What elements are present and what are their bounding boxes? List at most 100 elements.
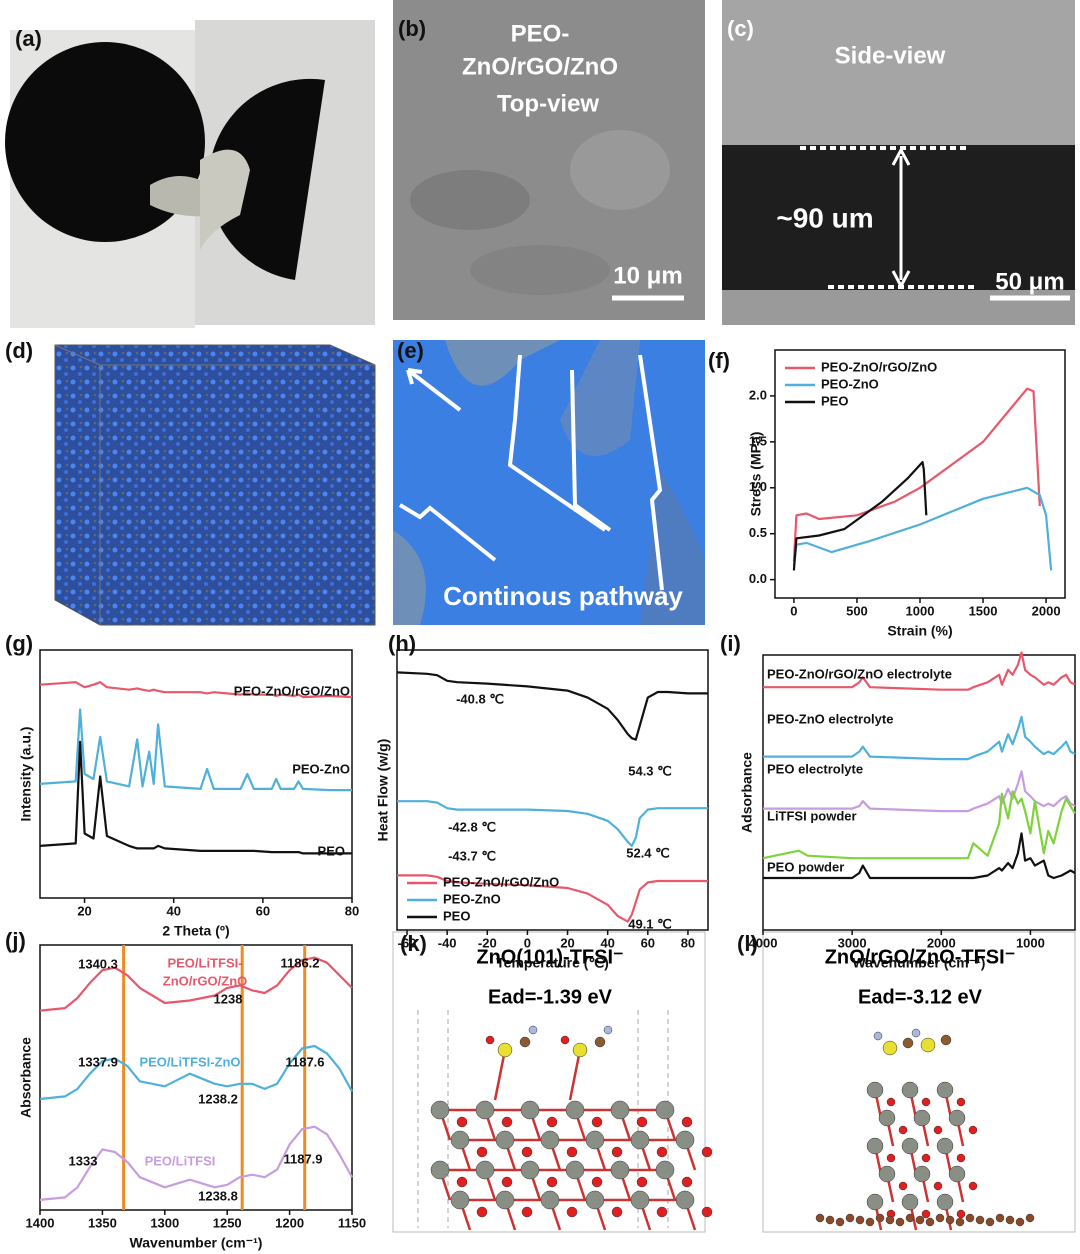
atom [701, 1206, 713, 1218]
tweezers [150, 176, 215, 217]
atom [540, 1130, 560, 1150]
bond [568, 1049, 582, 1101]
atom [901, 1081, 919, 1099]
series-line [792, 486, 1053, 571]
series-line [792, 387, 1041, 562]
structure-energy: Ead=-3.12 eV [858, 986, 983, 1008]
atom [920, 1037, 936, 1053]
atom [873, 1031, 883, 1041]
atom [521, 1206, 533, 1218]
structures: ZnO(101)-TFSI⁻ Ead=-1.39 eV ZnO/rGO/ZnO-… [392, 931, 1076, 1233]
atom [956, 1153, 966, 1163]
atom [935, 1213, 945, 1223]
atom [902, 1037, 914, 1049]
x-tick-label: -40 [438, 935, 457, 950]
atom [636, 1116, 648, 1128]
atom [895, 1217, 905, 1227]
atom [921, 1153, 931, 1163]
atom [528, 1025, 538, 1035]
sem-top: PEO- ZnO/rGO/ZnO Top-view 10 μm [393, 0, 705, 320]
atom [611, 1206, 623, 1218]
atom [975, 1215, 985, 1225]
arrow [398, 503, 497, 562]
annotation: -40.8 ℃ [456, 691, 504, 706]
arrows [398, 354, 664, 591]
panel-label: (a) [15, 26, 42, 51]
atom [878, 1165, 896, 1183]
sem-text: ZnO/rGO/ZnO [462, 53, 618, 80]
x-tick-label: 1500 [969, 603, 998, 618]
atom [560, 1035, 570, 1045]
atom [898, 1181, 908, 1191]
atom [519, 1036, 531, 1048]
annotation: 1238 [214, 991, 243, 1006]
tweezers [200, 149, 250, 250]
legend-label: PEO-ZnO [821, 376, 879, 391]
series-line [39, 740, 352, 855]
x-tick-label: 1250 [213, 1215, 242, 1230]
atom [572, 1042, 588, 1058]
atom [945, 1215, 955, 1225]
atom [430, 1160, 450, 1180]
atom [866, 1081, 884, 1099]
atom [921, 1097, 931, 1107]
texture [410, 170, 530, 230]
atom [882, 1040, 898, 1056]
annotation: -43.7 ℃ [448, 848, 496, 863]
annotation: 52.4 ℃ [626, 845, 670, 860]
sem-text: Top-view [497, 90, 600, 117]
atom [901, 1137, 919, 1155]
series-line [763, 832, 1076, 880]
panel-label: (k) [400, 931, 427, 956]
x-tick-label: 80 [681, 935, 695, 950]
atom [933, 1181, 943, 1191]
atom [886, 1097, 896, 1107]
x-tick-label: 3000 [838, 935, 867, 950]
sem-film [722, 145, 1075, 290]
atom [825, 1215, 835, 1225]
plot-frame [39, 944, 353, 1211]
sem-text: Side-view [835, 42, 946, 69]
atom [913, 1165, 931, 1183]
series-label: LiTFSI powder [767, 808, 857, 823]
series-line [39, 1125, 353, 1201]
atom [866, 1137, 884, 1155]
x-tick-label: 1200 [275, 1215, 304, 1230]
sem-text: PEO- [511, 20, 570, 47]
atom [956, 1097, 966, 1107]
atom [855, 1215, 865, 1225]
legend-label: PEO [443, 908, 470, 923]
atom [901, 1193, 919, 1211]
annotation: 49.1 ℃ [628, 916, 672, 931]
structure-energy: Ead=-1.39 eV [488, 986, 613, 1008]
x-axis-label: 2 Theta (º) [162, 923, 229, 939]
series-label: PEO-ZnO electrolyte [767, 711, 893, 726]
pore [445, 340, 560, 386]
x-tick-label: 1000 [906, 603, 935, 618]
legend-label: PEO-ZnO/rGO/ZnO [821, 359, 937, 374]
x-tick-label: -60 [398, 935, 417, 950]
series-line [762, 790, 1076, 860]
pore [393, 530, 426, 625]
atom [948, 1165, 966, 1183]
atom [878, 1109, 896, 1127]
legend-label: PEO-ZnO [443, 891, 501, 906]
annotation: PEO/LiTFSI-ZnO [139, 1054, 240, 1069]
arrow-head [891, 146, 911, 290]
series-line [396, 671, 708, 741]
atom [565, 1160, 585, 1180]
x-tick-label: 40 [166, 903, 180, 918]
atom [485, 1035, 495, 1045]
atom [940, 1034, 952, 1046]
sem-bg [722, 0, 1075, 145]
x-tick-label: 60 [641, 935, 655, 950]
atom [565, 1100, 585, 1120]
atom [866, 1193, 884, 1211]
atom [430, 1100, 450, 1120]
atom [701, 1146, 713, 1158]
frame [392, 931, 706, 1233]
x-tick-label: 1000 [1016, 935, 1045, 950]
y-tick-label: 1.5 [749, 433, 767, 448]
annotation: 1187.9 [283, 1151, 322, 1166]
